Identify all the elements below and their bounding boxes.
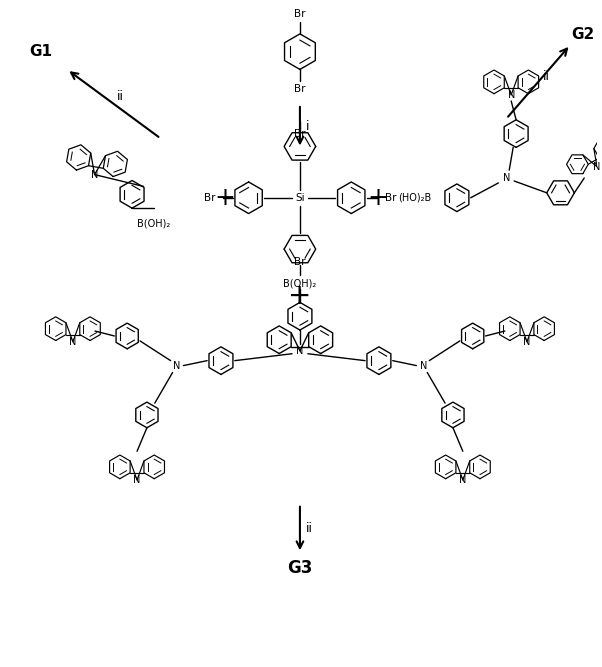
Text: +: +: [288, 283, 312, 310]
Text: N: N: [296, 346, 303, 356]
Text: N: N: [507, 90, 515, 100]
Text: (HO)₂B: (HO)₂B: [398, 193, 431, 203]
Text: N: N: [69, 337, 76, 347]
Text: Br: Br: [385, 193, 396, 203]
Text: i: i: [306, 119, 309, 133]
Text: Si: Si: [295, 193, 305, 203]
Text: N: N: [134, 475, 141, 485]
Text: N: N: [173, 361, 180, 371]
Text: N: N: [420, 361, 427, 371]
Text: N: N: [523, 337, 531, 347]
Text: N: N: [459, 475, 467, 485]
Text: B(OH)₂: B(OH)₂: [284, 279, 317, 289]
Text: G2: G2: [572, 27, 595, 43]
Text: ii: ii: [543, 70, 550, 83]
Text: +: +: [367, 185, 388, 209]
Text: ii: ii: [117, 89, 124, 103]
Text: Br: Br: [294, 84, 306, 94]
Text: G1: G1: [29, 44, 52, 59]
Text: B(OH)₂: B(OH)₂: [137, 218, 170, 228]
Text: +: +: [214, 185, 235, 209]
Text: Br: Br: [294, 129, 306, 139]
Text: Br: Br: [294, 257, 306, 267]
Text: N: N: [503, 173, 510, 183]
Text: Br: Br: [203, 193, 215, 203]
Text: N: N: [91, 169, 98, 179]
Text: ii: ii: [306, 522, 313, 535]
Text: G3: G3: [287, 559, 312, 577]
Text: Br: Br: [294, 9, 306, 19]
Text: N: N: [594, 161, 601, 171]
